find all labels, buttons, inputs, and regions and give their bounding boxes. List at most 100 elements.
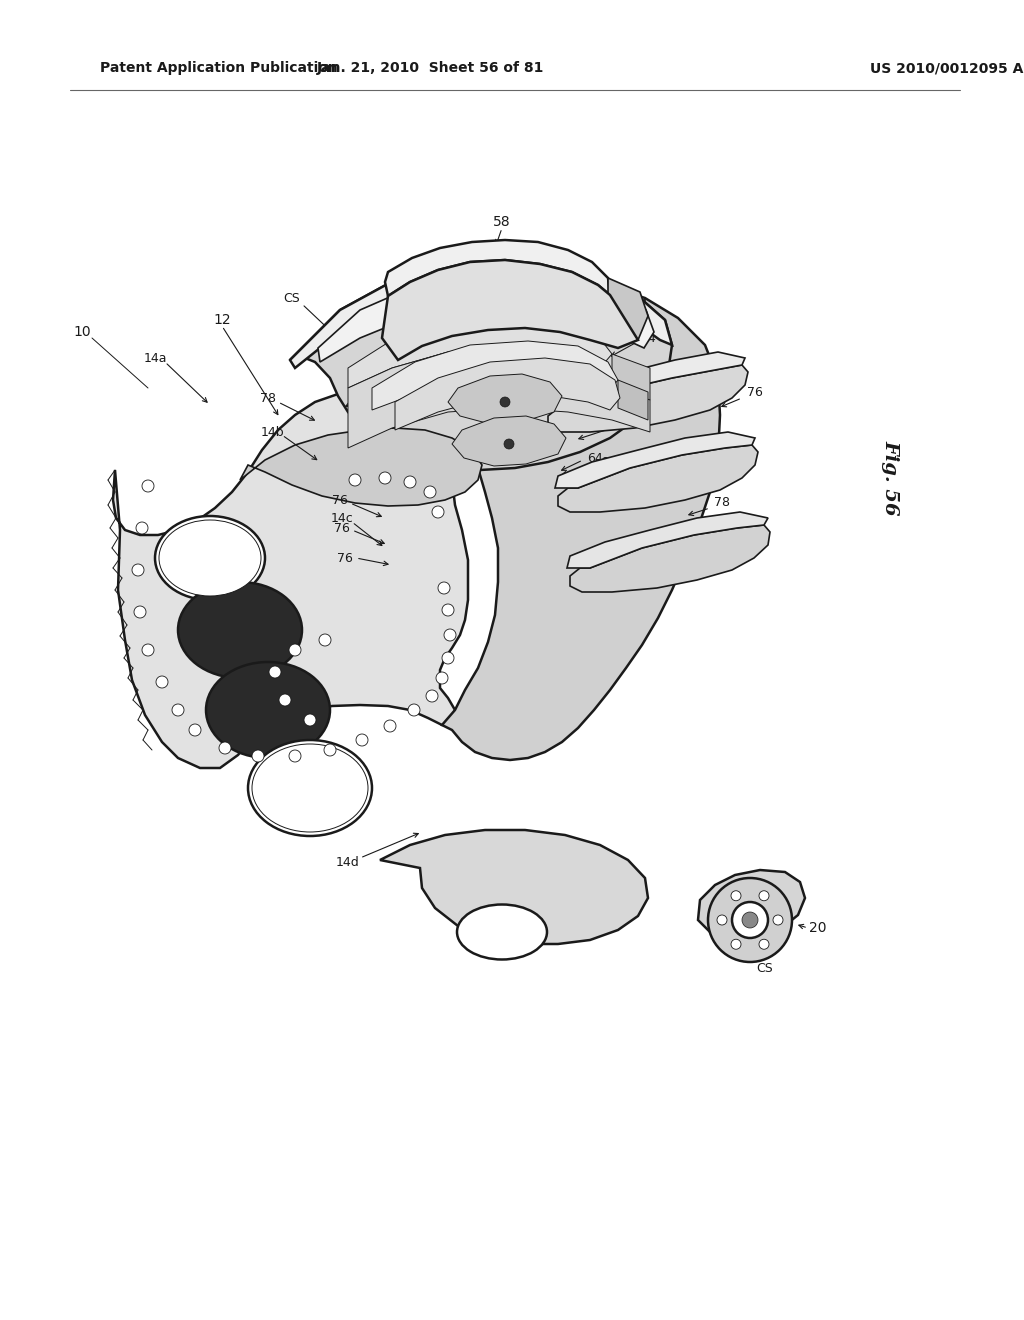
- Text: 62: 62: [600, 455, 615, 469]
- Text: 12: 12: [213, 313, 230, 327]
- Circle shape: [731, 891, 741, 900]
- Text: 14c: 14c: [331, 511, 353, 524]
- Text: US 2010/0012095 A1: US 2010/0012095 A1: [870, 61, 1024, 75]
- Text: 60: 60: [614, 418, 630, 432]
- Polygon shape: [382, 260, 638, 360]
- Circle shape: [432, 506, 444, 517]
- Circle shape: [156, 676, 168, 688]
- Ellipse shape: [206, 663, 330, 758]
- Circle shape: [219, 742, 231, 754]
- Text: 76: 76: [748, 385, 763, 399]
- Polygon shape: [612, 354, 650, 400]
- Polygon shape: [567, 512, 768, 568]
- Circle shape: [442, 652, 454, 664]
- Circle shape: [408, 704, 420, 715]
- Polygon shape: [570, 525, 770, 591]
- Polygon shape: [372, 341, 618, 411]
- Circle shape: [742, 912, 758, 928]
- Text: 14a: 14a: [143, 351, 167, 364]
- Circle shape: [731, 940, 741, 949]
- Text: 14d: 14d: [336, 855, 359, 869]
- Ellipse shape: [178, 582, 302, 678]
- Polygon shape: [395, 358, 620, 430]
- Text: 64: 64: [632, 298, 648, 312]
- Circle shape: [424, 486, 436, 498]
- Polygon shape: [548, 366, 748, 432]
- Ellipse shape: [248, 741, 372, 836]
- Circle shape: [142, 480, 154, 492]
- Polygon shape: [698, 870, 805, 939]
- Circle shape: [426, 690, 438, 702]
- Text: 78: 78: [714, 495, 730, 508]
- Text: Patent Application Publication: Patent Application Publication: [100, 61, 338, 75]
- Circle shape: [279, 694, 291, 706]
- Circle shape: [304, 714, 316, 726]
- Circle shape: [438, 582, 450, 594]
- Circle shape: [142, 644, 154, 656]
- Circle shape: [289, 644, 301, 656]
- Text: 20: 20: [809, 921, 826, 935]
- Text: 64: 64: [640, 331, 656, 345]
- Polygon shape: [385, 240, 610, 296]
- Circle shape: [773, 915, 783, 925]
- Circle shape: [136, 521, 148, 535]
- Polygon shape: [555, 432, 755, 488]
- Text: 78: 78: [260, 392, 276, 404]
- Polygon shape: [290, 261, 672, 368]
- Circle shape: [132, 564, 144, 576]
- Polygon shape: [452, 416, 566, 466]
- Circle shape: [134, 606, 146, 618]
- Text: 76: 76: [332, 494, 348, 507]
- Text: Fig. 56: Fig. 56: [881, 440, 899, 516]
- Text: 76: 76: [334, 521, 350, 535]
- Circle shape: [356, 734, 368, 746]
- Text: 16d: 16d: [293, 784, 317, 796]
- Circle shape: [759, 940, 769, 949]
- Polygon shape: [442, 285, 720, 760]
- Circle shape: [349, 474, 361, 486]
- Ellipse shape: [155, 516, 265, 601]
- Circle shape: [436, 672, 449, 684]
- Circle shape: [717, 915, 727, 925]
- Polygon shape: [380, 830, 648, 944]
- Polygon shape: [618, 380, 648, 420]
- Text: 64: 64: [582, 413, 598, 426]
- Circle shape: [172, 704, 184, 715]
- Circle shape: [504, 440, 514, 449]
- Ellipse shape: [457, 904, 547, 960]
- Text: 10: 10: [73, 325, 91, 339]
- Circle shape: [189, 723, 201, 737]
- Text: 78: 78: [377, 384, 393, 396]
- Ellipse shape: [159, 520, 261, 597]
- Circle shape: [444, 630, 456, 642]
- Polygon shape: [608, 279, 648, 341]
- Polygon shape: [449, 374, 562, 424]
- Text: 76: 76: [337, 552, 353, 565]
- Circle shape: [759, 891, 769, 900]
- Polygon shape: [318, 272, 654, 362]
- Polygon shape: [240, 428, 482, 506]
- Polygon shape: [558, 445, 758, 512]
- Polygon shape: [290, 261, 672, 470]
- Text: 64: 64: [587, 451, 603, 465]
- Circle shape: [384, 719, 396, 733]
- Text: CS: CS: [284, 292, 300, 305]
- Text: CS: CS: [757, 961, 773, 974]
- Circle shape: [500, 397, 510, 407]
- Circle shape: [404, 477, 416, 488]
- Polygon shape: [348, 350, 650, 447]
- Text: Jan. 21, 2010  Sheet 56 of 81: Jan. 21, 2010 Sheet 56 of 81: [316, 61, 544, 75]
- Circle shape: [379, 473, 391, 484]
- Polygon shape: [348, 318, 612, 388]
- Polygon shape: [545, 352, 745, 408]
- Circle shape: [442, 605, 454, 616]
- Circle shape: [289, 750, 301, 762]
- Polygon shape: [113, 389, 468, 768]
- Text: 58: 58: [494, 215, 511, 228]
- Circle shape: [269, 667, 281, 678]
- Circle shape: [252, 750, 264, 762]
- Text: 14b: 14b: [260, 425, 284, 438]
- Circle shape: [324, 744, 336, 756]
- Ellipse shape: [252, 744, 368, 832]
- Text: 78: 78: [690, 441, 706, 454]
